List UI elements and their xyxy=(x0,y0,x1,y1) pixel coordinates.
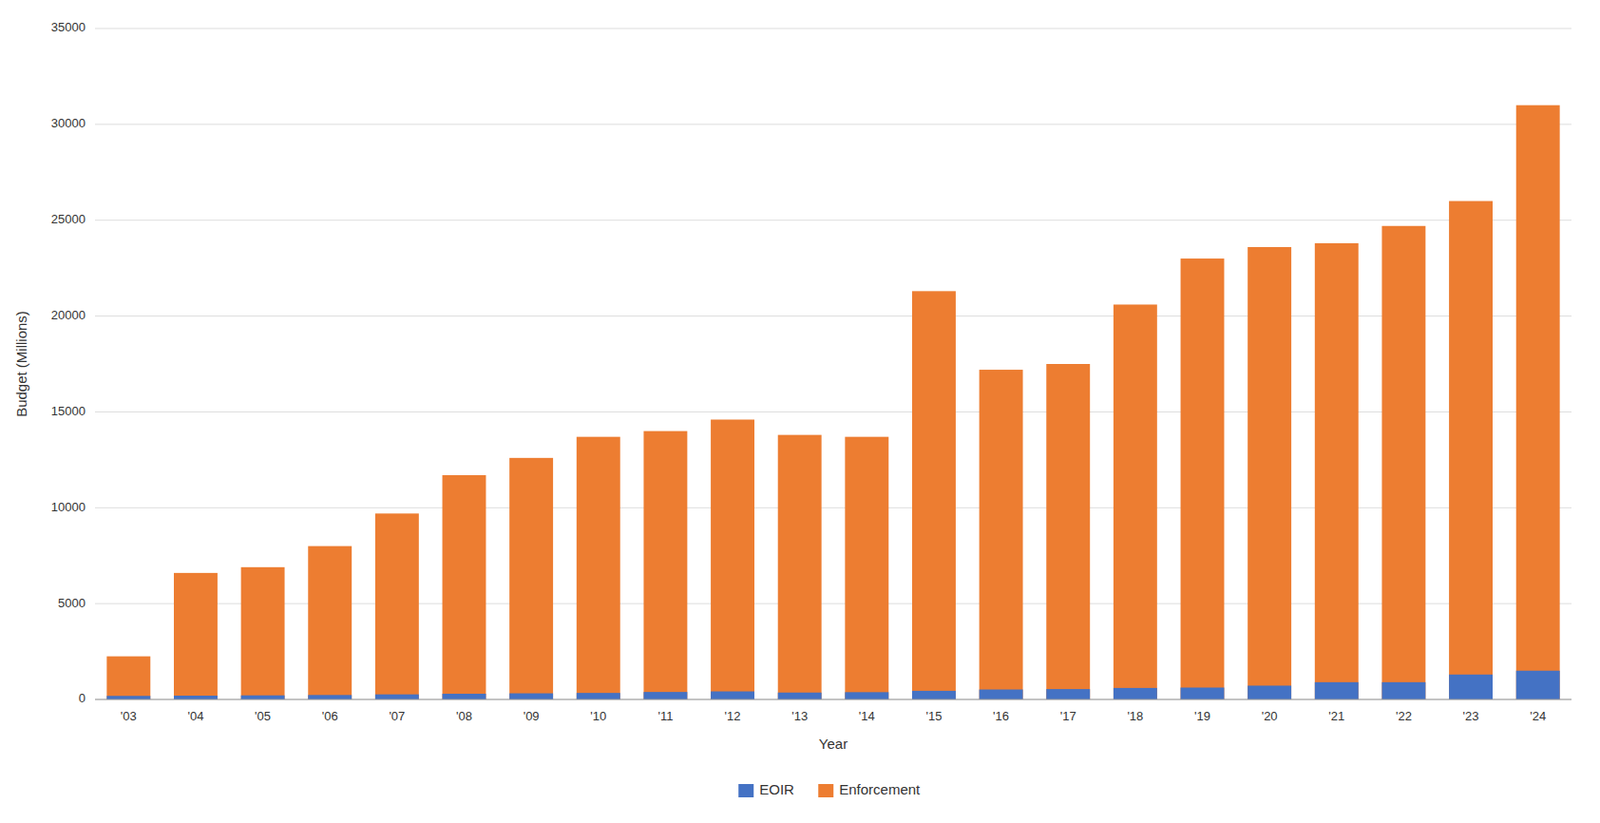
bar xyxy=(844,437,889,700)
grid-line xyxy=(95,28,1572,30)
bar-series xyxy=(106,105,1560,700)
bar xyxy=(912,690,956,700)
x-axis-label: Year xyxy=(819,735,848,752)
bar xyxy=(1516,670,1561,700)
bar xyxy=(509,693,553,700)
x-tick-label: '13 xyxy=(791,708,808,724)
bar xyxy=(576,692,621,700)
bar xyxy=(1516,105,1561,700)
x-tick-label: '19 xyxy=(1194,708,1211,724)
x-tick-label: '16 xyxy=(992,708,1010,724)
legend: EOIR Enforcement xyxy=(738,780,921,798)
legend-swatch xyxy=(738,783,754,798)
x-tick-label: '07 xyxy=(388,708,405,724)
grid xyxy=(95,28,1572,700)
bar xyxy=(509,457,553,700)
y-tick-label: 0 xyxy=(78,690,86,705)
bar xyxy=(844,691,889,700)
bar xyxy=(1180,258,1225,700)
bar xyxy=(1314,682,1359,700)
x-tick-label: '21 xyxy=(1328,708,1345,724)
grid-line xyxy=(95,219,1572,221)
x-tick-label: '24 xyxy=(1529,708,1546,724)
bar xyxy=(710,691,755,700)
bar xyxy=(106,695,151,700)
legend-label: EOIR xyxy=(759,780,795,798)
bar xyxy=(912,290,956,700)
x-tick-label: '20 xyxy=(1261,708,1278,724)
bar xyxy=(1381,226,1426,700)
legend-swatch xyxy=(818,783,834,798)
bar xyxy=(1381,682,1426,700)
bar xyxy=(1448,674,1493,700)
bar xyxy=(576,437,621,700)
bar xyxy=(1046,688,1090,700)
bar xyxy=(173,695,218,700)
bar-series xyxy=(106,670,1560,700)
y-tick-label: 35000 xyxy=(51,19,86,35)
y-tick-label: 20000 xyxy=(51,307,86,323)
x-tick-label: '12 xyxy=(724,708,742,724)
bar xyxy=(979,369,1024,700)
bar xyxy=(1247,247,1292,700)
bar xyxy=(442,475,487,700)
y-axis-label: Budget (Millions) xyxy=(13,310,30,418)
bar xyxy=(106,656,151,700)
x-tick-label: '05 xyxy=(254,708,271,724)
bar xyxy=(1314,243,1359,700)
y-tick-label: 30000 xyxy=(51,115,86,131)
y-tick-label: 10000 xyxy=(51,499,86,515)
bar xyxy=(375,513,420,700)
x-tick-label: '15 xyxy=(925,708,942,724)
grid-line xyxy=(95,699,1572,701)
bars xyxy=(106,105,1560,700)
x-tick-label: '03 xyxy=(120,708,137,724)
grid-line xyxy=(95,123,1572,125)
bar xyxy=(643,431,687,700)
bar xyxy=(1180,686,1225,700)
x-tick-label: '17 xyxy=(1060,708,1077,724)
bar xyxy=(643,691,687,700)
bar xyxy=(778,435,822,700)
bar xyxy=(710,419,755,700)
y-tick-label: 5000 xyxy=(57,595,86,610)
x-axis: '03 '04 '05 '06 '07 '08 '09 '10 '11 '12 '13 '14 '15 '… xyxy=(120,708,1546,724)
bar xyxy=(307,694,352,700)
bar xyxy=(1113,687,1158,700)
y-axis: 0 5000 10000 15000 20000 25000 30000 35000 xyxy=(51,19,86,705)
x-tick-label: '18 xyxy=(1126,708,1143,724)
x-tick-label: '06 xyxy=(322,708,339,724)
y-tick-label: 25000 xyxy=(51,211,86,227)
x-tick-label: '04 xyxy=(187,708,204,724)
x-tick-label: '08 xyxy=(456,708,473,724)
x-tick-label: '14 xyxy=(858,708,876,724)
bar xyxy=(442,693,487,700)
bar xyxy=(1247,685,1292,700)
x-tick-label: '23 xyxy=(1463,708,1480,724)
bar xyxy=(979,689,1024,700)
x-tick-label: '22 xyxy=(1395,708,1412,724)
chart-container: 05000100001500020000250003000035000'03'0… xyxy=(0,0,1600,823)
x-tick-label: '09 xyxy=(523,708,540,724)
bar xyxy=(375,694,420,700)
bar xyxy=(241,567,286,700)
bar xyxy=(173,572,218,700)
bar xyxy=(1113,304,1158,700)
x-axis-line xyxy=(95,699,1572,701)
bar xyxy=(1046,363,1090,700)
bar xyxy=(1448,201,1493,700)
legend-label: Enforcement xyxy=(838,780,921,798)
bar xyxy=(778,692,822,700)
y-tick-label: 15000 xyxy=(51,403,86,419)
x-tick-label: '11 xyxy=(657,708,673,724)
bar xyxy=(241,695,286,700)
x-tick-label: '10 xyxy=(590,708,607,724)
chart: 05000100001500020000250003000035000'03'0… xyxy=(0,0,1600,823)
bar xyxy=(307,546,352,700)
